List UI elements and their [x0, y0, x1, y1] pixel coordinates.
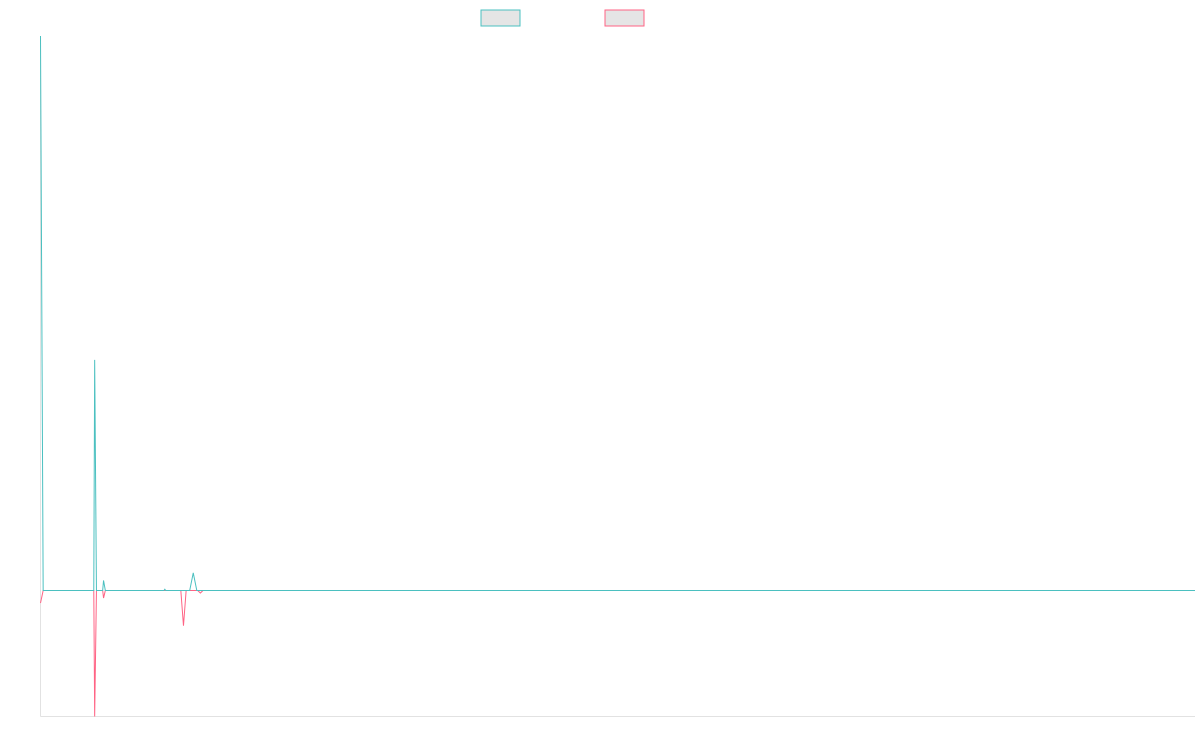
legend-swatch-series-b[interactable] [604, 9, 645, 27]
series-b-line [40, 589, 1195, 717]
legend[interactable] [480, 9, 645, 27]
series-a-line [40, 35, 1195, 591]
series-layer [40, 35, 1195, 717]
legend-swatch-series-a[interactable] [480, 9, 521, 27]
axes [40, 36, 1195, 717]
